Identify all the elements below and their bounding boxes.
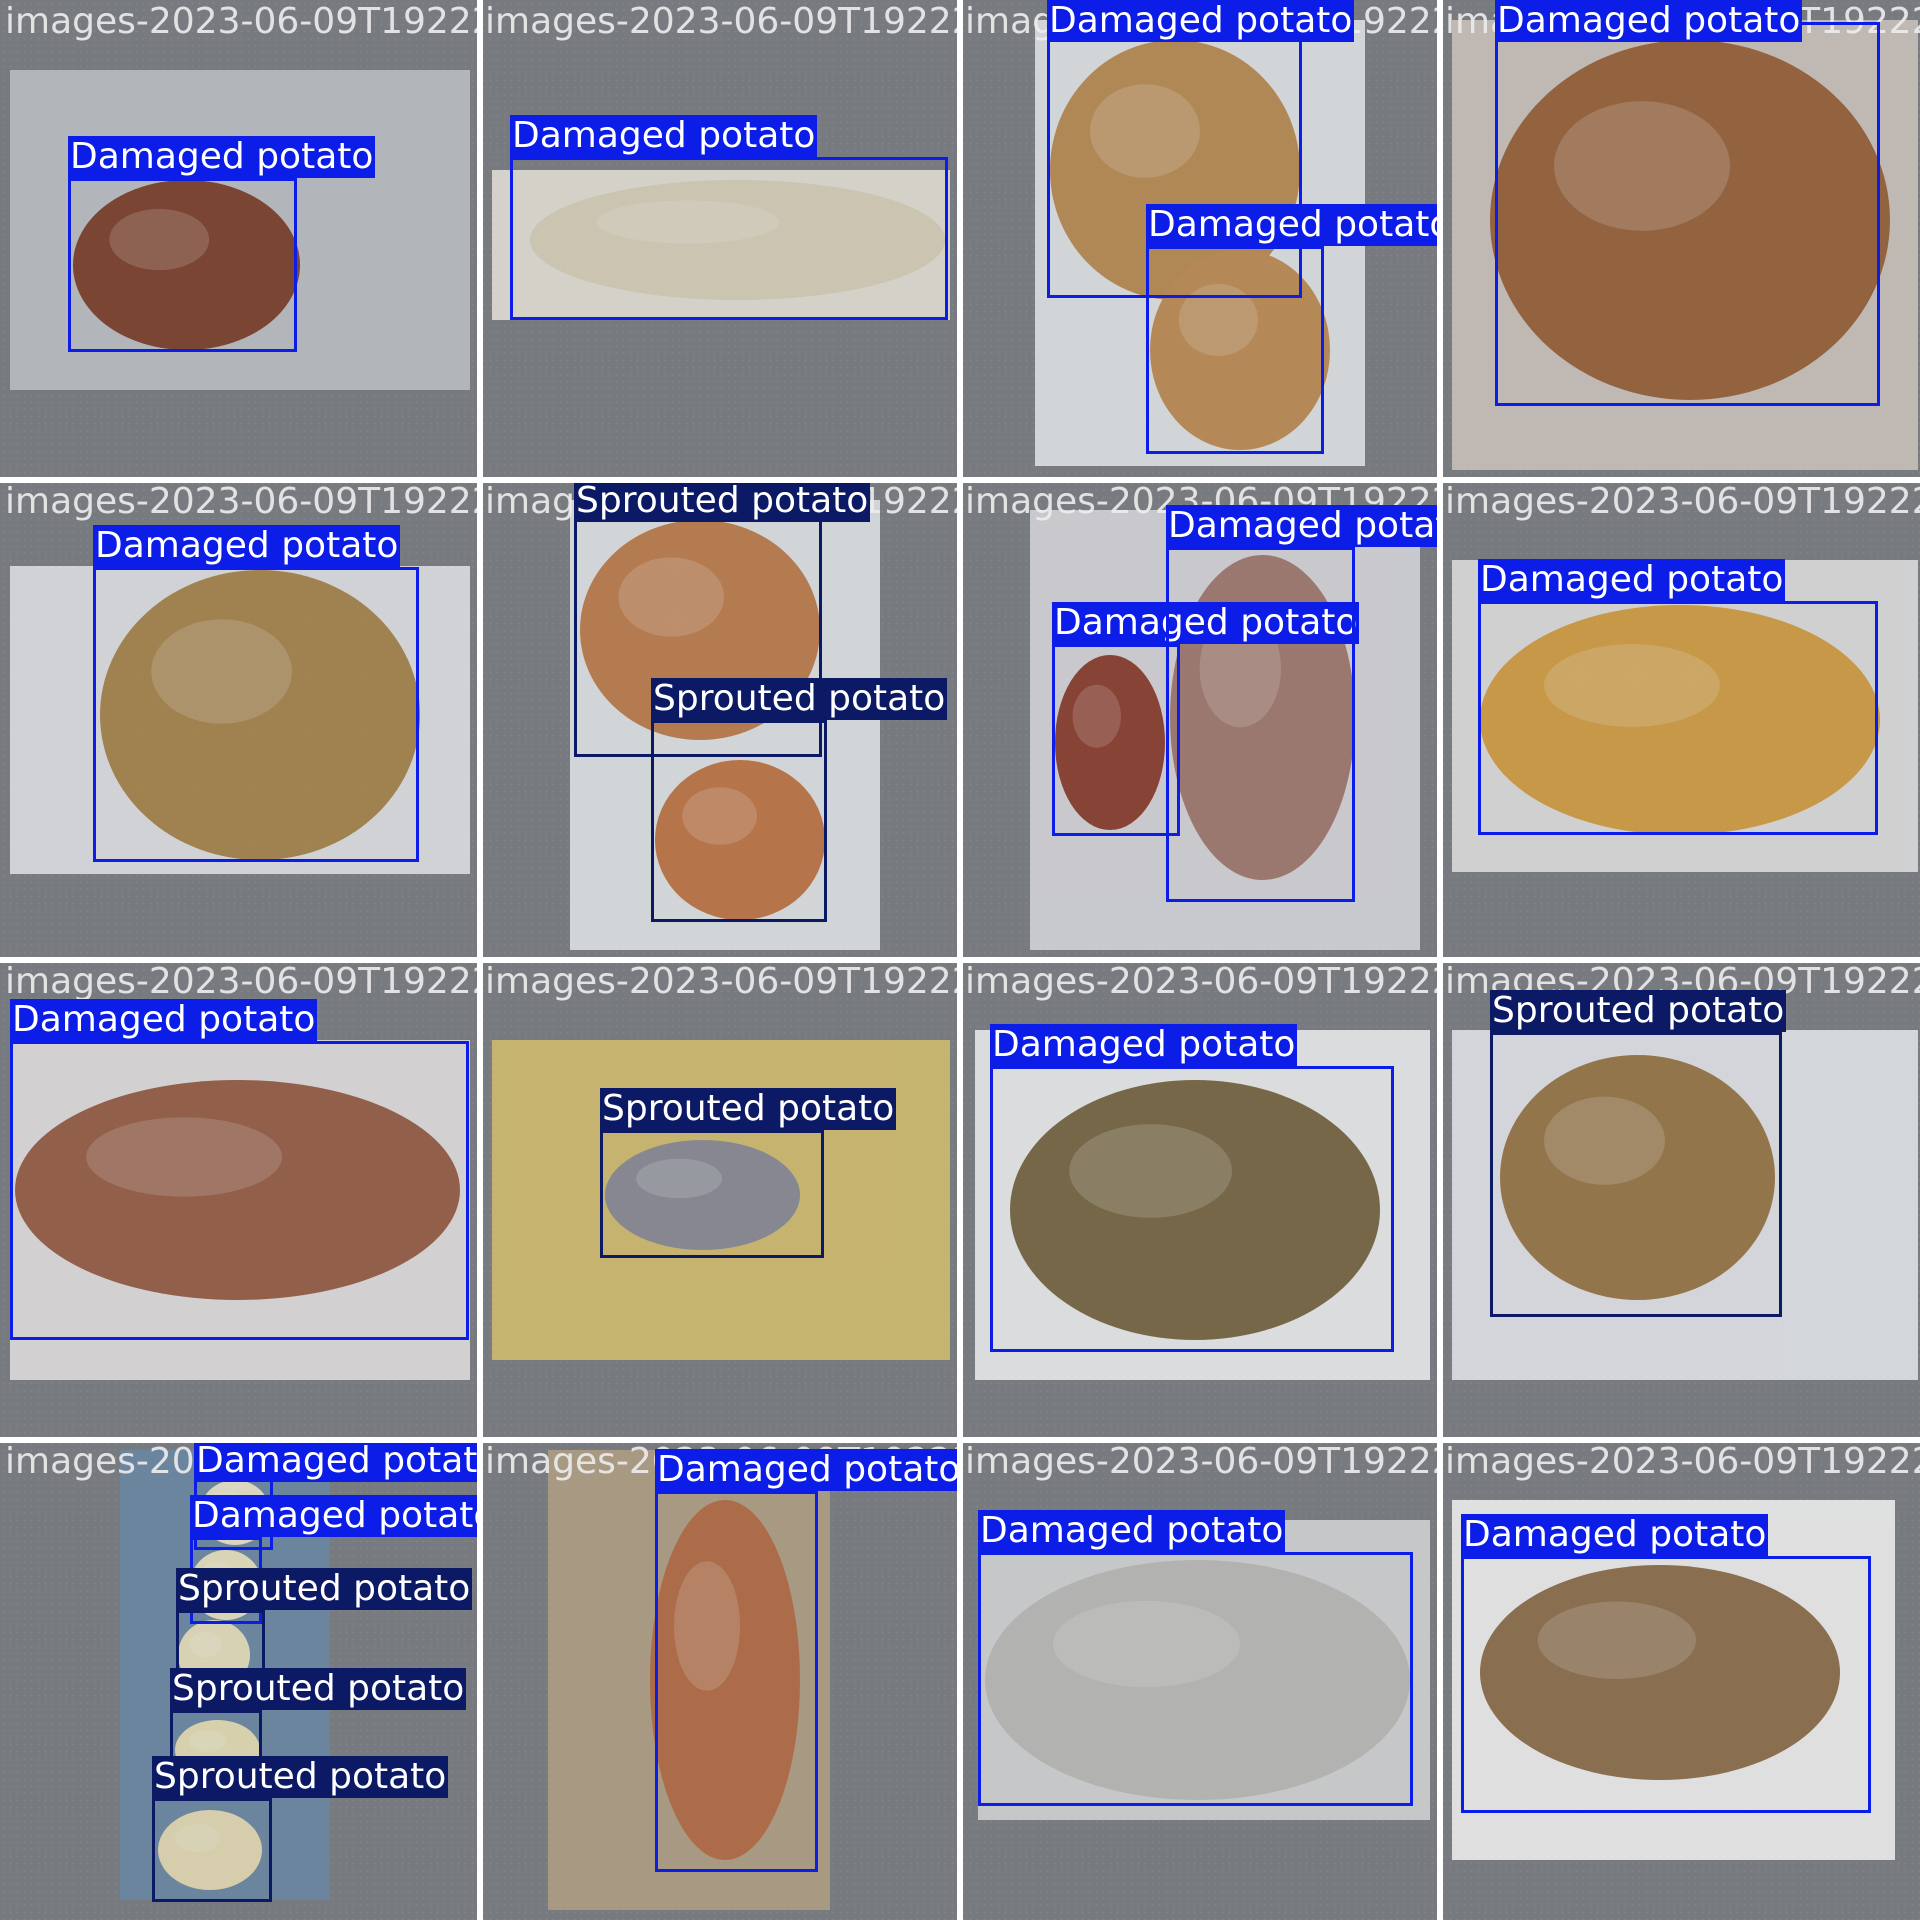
potato-photo [1452, 20, 1918, 470]
damaged-label: Damaged potato [190, 1495, 480, 1537]
damaged-bounding-box [990, 1066, 1394, 1352]
damaged-label: Damaged potato [1478, 559, 1786, 601]
potato-shape [1490, 40, 1890, 400]
image-tile: images-2023-06-09T19223i745Damaged potat… [480, 1440, 960, 1920]
damaged-bounding-box [1146, 246, 1324, 454]
damaged-label: Damaged potato [510, 115, 818, 157]
potato-shape [1150, 250, 1330, 450]
image-filename: images-2023-06-09T192221i484 [1445, 1441, 1920, 1482]
sprouted-label: Sprouted potato [1490, 990, 1787, 1032]
sprouted-label: Sprouted potato [574, 480, 871, 522]
image-tile: images-2023-06-09T192222i604Damaged pota… [960, 480, 1440, 960]
image-tile: images-2023-06-09T192221i484 Damaged pota… [1440, 1440, 1920, 1920]
image-filename: images-2023-06-09T192222i035 [965, 1441, 1440, 1482]
damaged-label: Damaged potato [978, 1510, 1286, 1552]
image-tile: images-2023-06-09T192223i674 Sprouted pot… [480, 960, 960, 1440]
image-filename: images-2023-06-09T192224i412 [5, 481, 480, 522]
damaged-label: Damaged potato [1052, 602, 1360, 644]
image-tile: images-2023-06-09T192222i035 Damaged pota… [960, 1440, 1440, 1920]
image-filename: images-2023-06-09T192224i055 [485, 1, 960, 42]
damaged-bounding-box [93, 567, 419, 862]
potato-shape [15, 1080, 460, 1300]
damaged-label: Damaged potato [1146, 204, 1440, 246]
damaged-label: Damaged potato [194, 1440, 480, 1482]
image-tile: images-2023-06-09T192222i544 Damaged pota… [960, 960, 1440, 1440]
image-tile: images-2023-06-09T192221 Sprouted potato [1440, 960, 1920, 1440]
sprouted-bounding-box [600, 1130, 824, 1258]
damaged-label: Damaged potato [93, 525, 401, 567]
potato-photo [548, 1450, 830, 1910]
tile-separator [0, 1437, 1920, 1443]
image-filename: images-2023-06-09T192224i110 [5, 961, 480, 1002]
potato-photo [10, 1040, 470, 1380]
potato-shape [1010, 1080, 1380, 1340]
damaged-label: Damaged potato [1166, 505, 1440, 547]
potato-shape [605, 1140, 800, 1250]
damaged-bounding-box [1495, 22, 1880, 406]
image-filename: images-2023-06-09T192221 [1445, 481, 1920, 522]
potato-photo [1452, 1500, 1895, 1860]
potato-shape [1480, 1565, 1840, 1780]
image-tile: images-2023-06-09T192222Damaged potato [1440, 0, 1920, 480]
potato-shape [1480, 605, 1880, 835]
tile-separator [0, 957, 1920, 963]
damaged-bounding-box [1166, 547, 1355, 902]
damaged-bounding-box [68, 178, 297, 352]
image-tile: images-2023-06-09T192223i802Sprouted pot… [480, 480, 960, 960]
damaged-bounding-box [1478, 601, 1878, 835]
potato-shape [158, 1810, 262, 1890]
image-filename: images-2023-06-09T192223i674 [485, 961, 960, 1002]
damaged-label: Damaged potato [1495, 0, 1803, 42]
potato-shape [1500, 1055, 1775, 1300]
image-filename: images-2023-06-09T192222i544 [965, 961, 1440, 1002]
potato-shape [100, 570, 420, 860]
image-tile: images-2023-06-09T192224i480 Damaged pota… [0, 0, 480, 480]
damaged-label: Damaged potato [990, 1024, 1298, 1066]
potato-photo [1452, 1030, 1918, 1380]
damaged-bounding-box [978, 1552, 1413, 1806]
sprouted-label: Sprouted potato [152, 1756, 449, 1798]
image-filename: images-2023-06-09T192224i480 [5, 1, 480, 42]
image-tile: images-2023-06-09T192223i180Damaged pota… [960, 0, 1440, 480]
sprouted-bounding-box [152, 1798, 272, 1902]
damaged-label: Damaged potato [655, 1449, 960, 1491]
potato-photo [1452, 560, 1918, 872]
sprouted-label: Sprouted potato [600, 1088, 897, 1130]
damaged-bounding-box [655, 1491, 818, 1872]
sprouted-bounding-box [651, 720, 827, 922]
potato-shape [1055, 655, 1165, 830]
potato-photo [492, 170, 950, 320]
potato-photo [10, 566, 470, 874]
image-tile: images-2023-06-09T192224i055 Damaged pota… [480, 0, 960, 480]
damaged-bounding-box [1461, 1556, 1871, 1813]
image-tile: images-2023-06-09T19235Damaged potatoDam… [0, 1440, 480, 1920]
potato-shape [73, 180, 300, 350]
sprouted-bounding-box [1490, 1032, 1782, 1317]
damaged-bounding-box [10, 1041, 469, 1340]
damaged-bounding-box [1052, 644, 1180, 836]
potato-shape [530, 180, 945, 300]
damaged-label: Damaged potato [10, 999, 318, 1041]
image-tile: images-2023-06-09T192224i110Damaged pota… [0, 960, 480, 1440]
potato-photo [975, 1030, 1430, 1380]
damaged-bounding-box [510, 157, 948, 320]
potato-shape [650, 1500, 800, 1860]
image-tile: images-2023-06-09T192221 Damaged potato [1440, 480, 1920, 960]
sprouted-label: Sprouted potato [651, 678, 948, 720]
damaged-label: Damaged potato [1461, 1514, 1769, 1556]
tile-separator [1437, 0, 1443, 1920]
potato-photo [1035, 20, 1365, 466]
potato-photo [10, 70, 470, 390]
potato-shape [985, 1560, 1410, 1800]
image-tile: images-2023-06-09T192224i412Damaged pota… [0, 480, 480, 960]
damaged-label: Damaged potato [68, 136, 376, 178]
potato-shape [655, 760, 825, 920]
damaged-label: Damaged potato [1047, 0, 1355, 42]
sprouted-label: Sprouted potato [176, 1568, 473, 1610]
potato-photo [978, 1520, 1430, 1820]
sprouted-label: Sprouted potato [170, 1668, 467, 1710]
